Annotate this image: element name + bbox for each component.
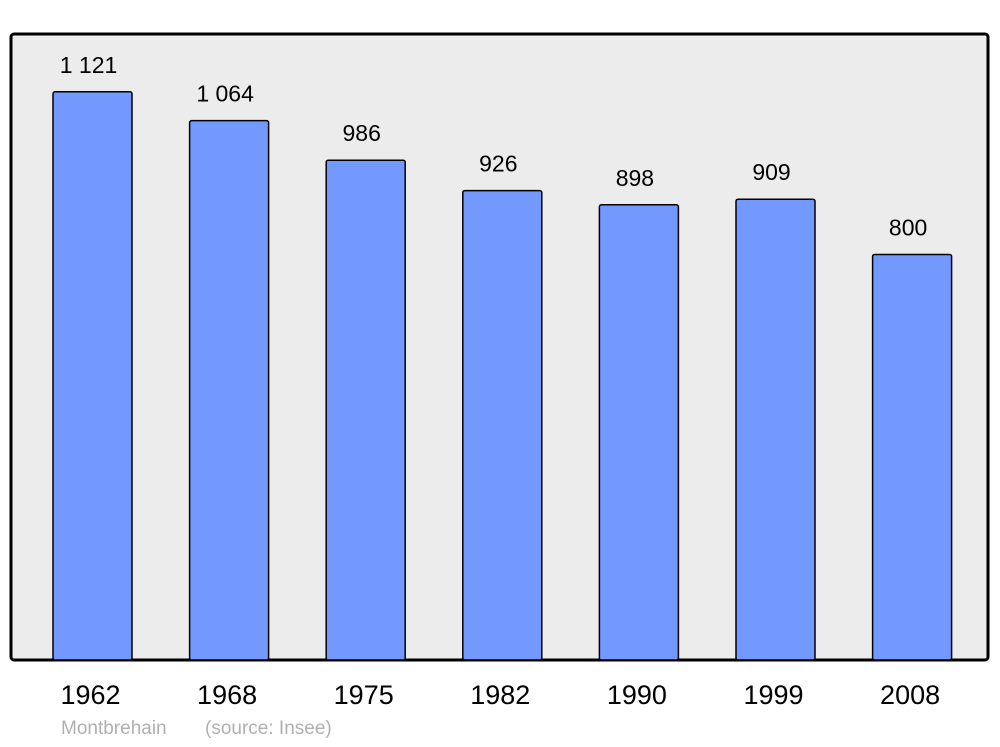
data-label-1962: 1 121 — [60, 52, 118, 78]
x-tick-label-1982: 1982 — [470, 680, 530, 710]
bar-1982 — [462, 189, 543, 661]
bar-2008 — [871, 253, 953, 661]
bar-1990 — [598, 204, 680, 661]
bar-1975 — [325, 159, 406, 661]
x-tick-label-1962: 1962 — [60, 680, 120, 710]
data-label-1975: 986 — [343, 120, 381, 146]
x-tick-label-1968: 1968 — [197, 680, 257, 710]
bar-1999 — [735, 198, 816, 661]
bar-1962 — [52, 91, 133, 661]
data-label-1982: 926 — [479, 151, 517, 177]
data-label-1999: 909 — [752, 159, 790, 185]
footer-place: Montbrehain — [61, 718, 167, 739]
data-label-1990: 898 — [616, 165, 654, 191]
x-tick-label-1999: 1999 — [743, 680, 803, 710]
footer-source: (source: Insee) — [205, 718, 332, 739]
data-label-2008: 800 — [889, 214, 927, 240]
x-tick-label-1975: 1975 — [334, 680, 394, 710]
data-label-1968: 1 064 — [196, 81, 254, 107]
x-tick-label-2008: 2008 — [880, 680, 940, 710]
x-tick-label-1990: 1990 — [607, 680, 667, 710]
bar-1968 — [188, 119, 270, 661]
